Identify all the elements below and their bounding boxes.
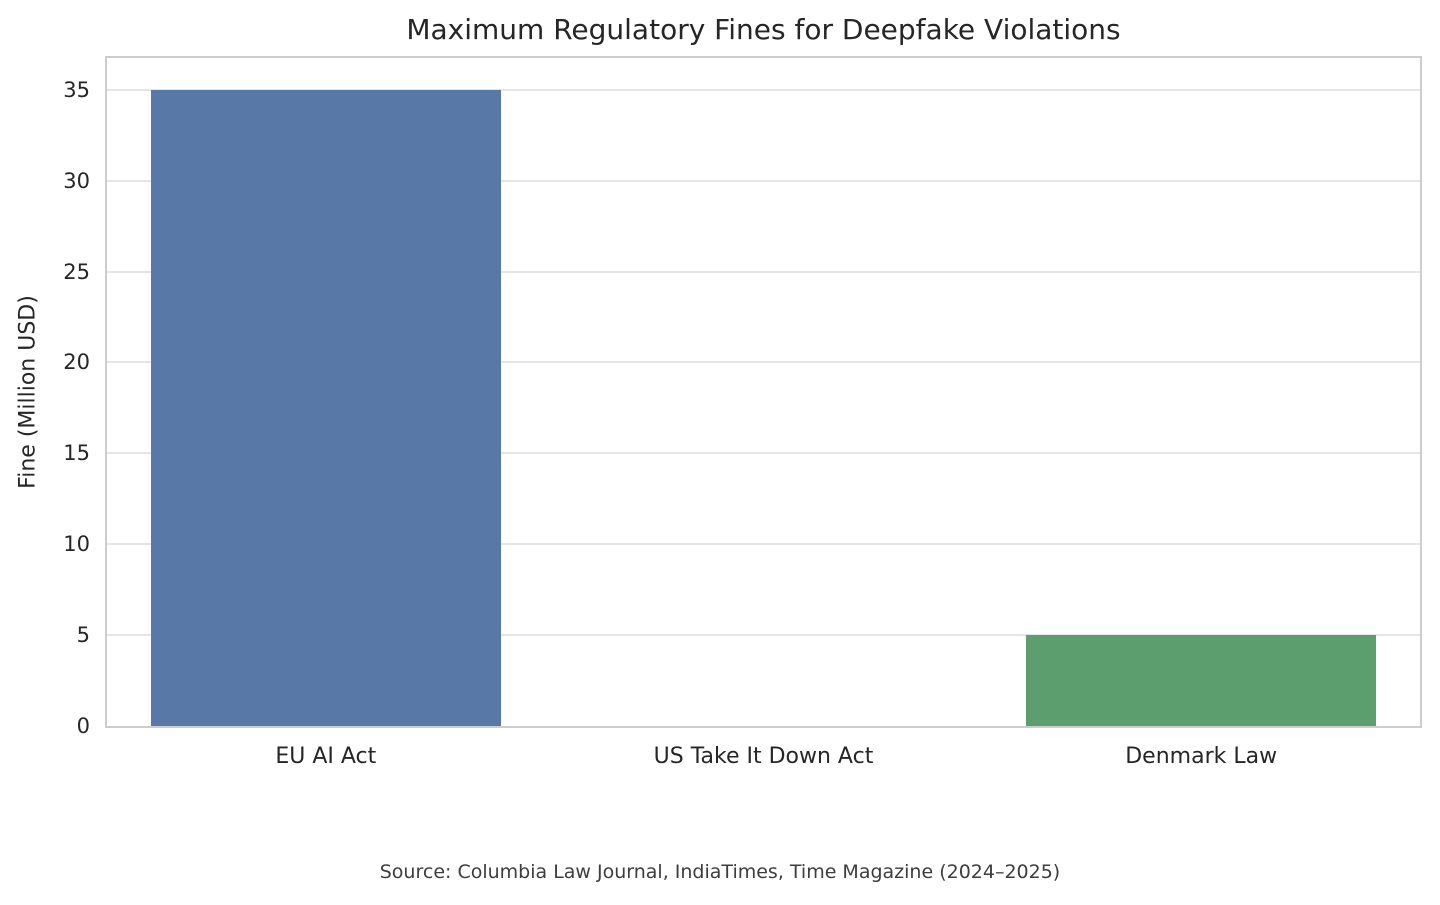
bar-denmark-law [1026,635,1377,726]
y-tick-label-35: 35 [63,77,90,102]
gridline-y-25 [107,270,1420,273]
gridline-y-35 [107,88,1420,91]
gridline-y-30 [107,179,1420,182]
bar-eu-ai-act [150,89,501,726]
x-tick-label-denmark-law: Denmark Law [1125,744,1278,769]
y-tick-label-20: 20 [63,350,90,375]
y-tick-label-10: 10 [63,532,90,557]
x-tick-label-us-take-it-down-act: US Take It Down Act [653,744,874,769]
gridline-y-10 [107,543,1420,546]
chart-title: Maximum Regulatory Fines for Deepfake Vi… [406,13,1121,46]
plot-area [105,56,1422,728]
y-tick-label-25: 25 [63,259,90,284]
x-tick-label-eu-ai-act: EU AI Act [275,744,377,769]
y-tick-label-5: 5 [76,623,90,648]
gridline-y-20 [107,361,1420,364]
source-caption: Source: Columbia Law Journal, IndiaTimes… [379,861,1061,883]
y-tick-label-0: 0 [76,714,90,738]
y-tick-label-15: 15 [63,441,90,466]
gridline-y-15 [107,452,1420,455]
y-tick-label-30: 30 [63,168,90,193]
gridline-y-5 [107,634,1420,637]
